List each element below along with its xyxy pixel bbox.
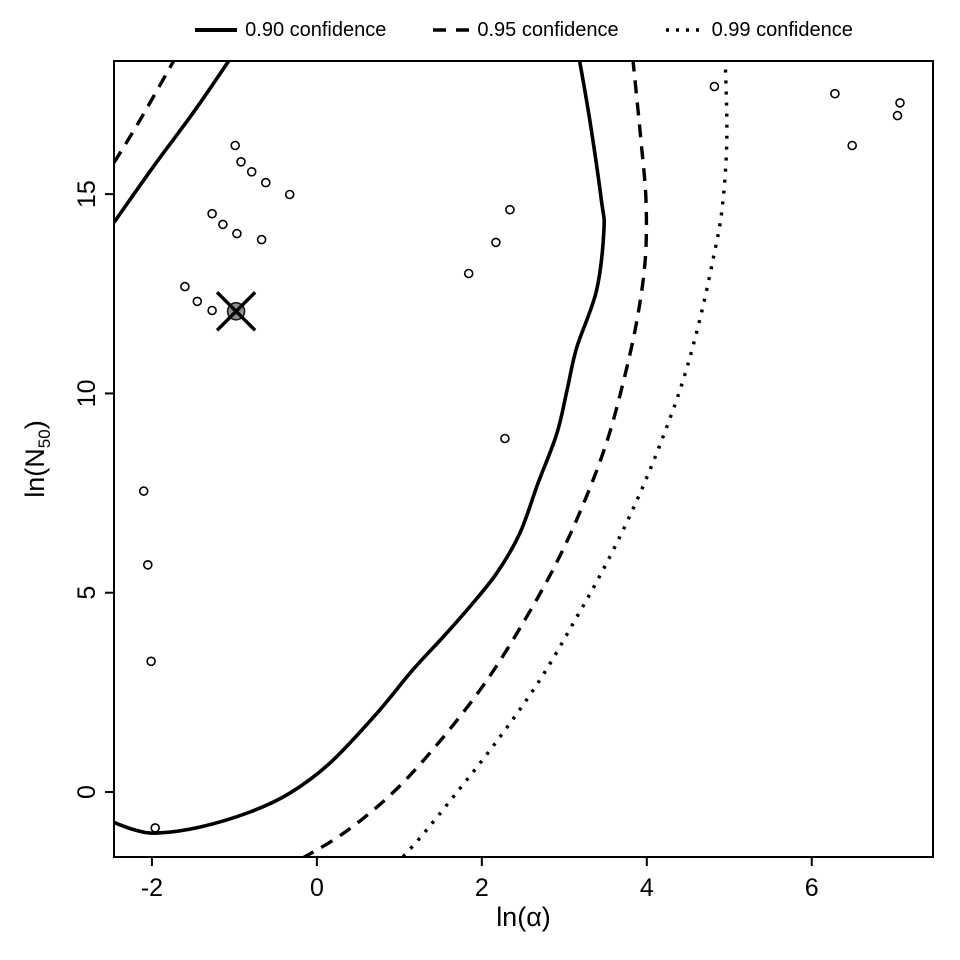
data-point	[500, 433, 510, 444]
y-tick-label: 5	[73, 586, 101, 600]
data-point	[236, 157, 246, 167]
legend-item-095: 0.95 confidence	[432, 18, 619, 42]
dotted-line-icon	[665, 28, 704, 32]
y-tick-label: 15	[73, 180, 101, 208]
plot-border	[113, 60, 934, 858]
data-point	[138, 486, 149, 496]
legend-label-090: 0.90 confidence	[245, 18, 387, 41]
x-axis-label: ln(α)	[496, 902, 551, 932]
contour-layer	[114, 61, 729, 857]
estimate-marker	[215, 291, 257, 332]
data-point	[180, 281, 190, 292]
data-point	[150, 823, 160, 833]
data-point	[246, 167, 257, 177]
legend: 0.90 confidence 0.95 confidence 0.99 con…	[114, 10, 933, 50]
y-axis-label: ln(N50)	[20, 420, 54, 497]
confidence-curve-0.95	[114, 61, 176, 164]
data-point	[895, 98, 905, 108]
data-point	[260, 177, 271, 188]
data-point	[505, 204, 515, 215]
dashed-line-icon	[433, 28, 470, 32]
y-tick-label: 0	[73, 785, 101, 799]
data-point	[218, 219, 228, 230]
legend-label-095: 0.95 confidence	[477, 18, 619, 41]
x-tick-label: 2	[475, 874, 489, 902]
legend-item-090: 0.90 confidence	[194, 19, 386, 42]
data-point	[256, 234, 267, 245]
data-point	[463, 268, 474, 279]
legend-item-099: 0.99 confidence	[665, 19, 853, 42]
data-point	[143, 559, 153, 570]
data-point	[192, 296, 203, 307]
data-point	[847, 140, 858, 151]
data-point	[232, 228, 242, 239]
data-point	[230, 140, 240, 151]
data-point	[491, 237, 501, 248]
data-point	[207, 208, 217, 219]
data-point	[892, 110, 903, 121]
data-point	[146, 656, 156, 667]
data-point	[284, 189, 295, 200]
x-tick-label: -2	[141, 874, 163, 902]
solid-line-icon	[195, 28, 238, 32]
data-point	[830, 88, 840, 99]
y-tick-label: 10	[73, 380, 101, 408]
data-point	[207, 305, 217, 316]
x-mark-icon	[215, 291, 257, 332]
legend-label-099: 0.99 confidence	[711, 18, 853, 41]
x-tick-label: 0	[310, 874, 324, 902]
confidence-curve-0.99	[400, 61, 729, 857]
confidence-curve-0.90	[114, 61, 606, 835]
x-tick-label: 4	[640, 874, 654, 902]
confidence-curve-0.95	[301, 61, 649, 857]
data-point	[709, 81, 720, 92]
x-tick-label: 6	[805, 874, 819, 902]
confidence-curve-0.90	[114, 61, 231, 224]
